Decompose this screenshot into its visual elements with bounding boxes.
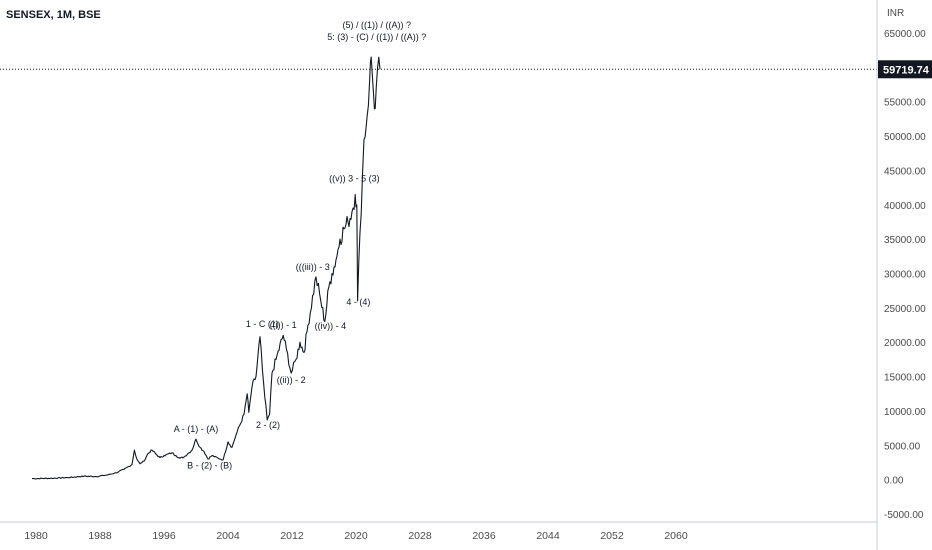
current-price-label: 59719.74 bbox=[883, 64, 930, 76]
y-tick-label: 55000.00 bbox=[884, 98, 926, 109]
wave-annotation: 1 - C (1) bbox=[246, 319, 279, 329]
wave-annotations: (5) / ((1)) / ((A)) ? 5: (3) - (C) / ((1)… bbox=[174, 20, 427, 470]
currency-label: INR bbox=[887, 8, 905, 19]
price-axis[interactable]: 59719.74 65000.00 55000.00 50000.00 45000.00… bbox=[876, 0, 932, 550]
current-price-badge bbox=[878, 60, 932, 79]
symbol-title: SENSEX, 1M, BSE bbox=[6, 9, 101, 21]
wave-annotation: (5) / ((1)) / ((A)) ? bbox=[343, 20, 412, 30]
wave-annotation: (((iii)) - 3 bbox=[296, 262, 330, 272]
x-tick-label: 2036 bbox=[472, 530, 496, 542]
y-tick-label: 0.00 bbox=[884, 476, 904, 487]
time-axis[interactable]: 1980 1988 1996 2004 2012 2020 2028 2036 2044 2052… bbox=[0, 521, 877, 542]
wave-annotation: 4 - (4) bbox=[346, 297, 370, 307]
y-tick-label: 10000.00 bbox=[884, 407, 926, 418]
y-tick-label: 50000.00 bbox=[884, 132, 926, 143]
x-tick-label: 2020 bbox=[344, 530, 368, 542]
y-tick-label: 65000.00 bbox=[884, 29, 926, 40]
x-tick-label: 2028 bbox=[408, 530, 432, 542]
wave-annotation: B - (2) - (B) bbox=[187, 461, 232, 471]
wave-annotation: ((ii)) - 2 bbox=[277, 375, 306, 385]
y-tick-label: 5000.00 bbox=[884, 441, 921, 452]
price-plot[interactable] bbox=[0, 56, 877, 480]
x-tick-label: 1988 bbox=[88, 530, 112, 542]
y-tick-label: 25000.00 bbox=[884, 304, 926, 315]
wave-annotation: 2 - (2) bbox=[256, 420, 280, 430]
wave-annotation: A - (1) - (A) bbox=[174, 424, 219, 434]
y-tick-label: 20000.00 bbox=[884, 338, 926, 349]
y-tick-label: 35000.00 bbox=[884, 235, 926, 246]
y-tick-label: 30000.00 bbox=[884, 270, 926, 281]
x-tick-label: 2060 bbox=[664, 530, 688, 542]
wave-annotation: ((i)) - 1 bbox=[270, 320, 297, 330]
wave-annotation: 5: (3) - (C) / ((1)) / ((A)) ? bbox=[327, 32, 426, 42]
y-tick-label: 45000.00 bbox=[884, 166, 926, 177]
x-tick-label: 1996 bbox=[152, 530, 176, 542]
x-tick-label: 2004 bbox=[216, 530, 240, 542]
x-tick-label: 2044 bbox=[536, 530, 560, 542]
price-series-line-0[interactable] bbox=[32, 56, 381, 480]
x-tick-label: 2052 bbox=[600, 530, 624, 542]
y-tick-label: -5000.00 bbox=[884, 510, 924, 521]
x-tick-label: 2012 bbox=[280, 530, 304, 542]
wave-annotation: ((iv)) - 4 bbox=[315, 321, 347, 331]
wave-annotation: ((v)) 3 - 5 (3) bbox=[329, 173, 380, 183]
x-tick-label: 1980 bbox=[24, 530, 48, 542]
y-tick-label: 40000.00 bbox=[884, 201, 926, 212]
y-tick-label: 15000.00 bbox=[884, 373, 926, 384]
